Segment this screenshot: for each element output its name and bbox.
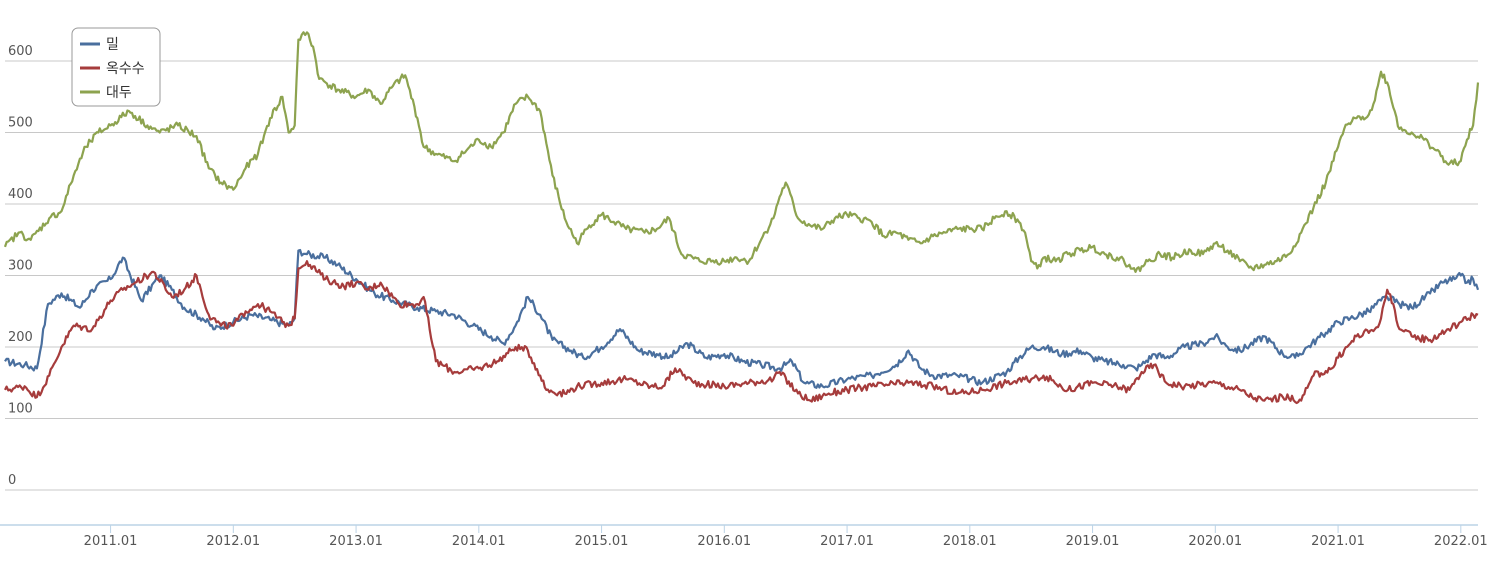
x-tick-label: 2011.01 xyxy=(84,534,138,549)
x-tick-label: 2018.01 xyxy=(943,534,997,549)
y-tick-label: 200 xyxy=(8,330,33,345)
y-tick-label: 100 xyxy=(8,402,33,417)
x-tick-label: 2019.01 xyxy=(1066,534,1120,549)
x-tick-label: 2020.01 xyxy=(1188,534,1242,549)
y-tick-label: 0 xyxy=(8,473,16,488)
x-tick-label: 2021.01 xyxy=(1311,534,1365,549)
series-line-1 xyxy=(4,248,1480,389)
x-tick-label: 2012.01 xyxy=(206,534,260,549)
x-axis-ticks: 2011.01 2012.01 2013.01 2014.01 2015.01 2016.… xyxy=(84,525,1488,549)
y-tick-label: 500 xyxy=(8,116,33,131)
grid-lines xyxy=(5,60,1478,491)
x-tick-label: 2014.01 xyxy=(452,534,506,549)
legend-label: 대두 xyxy=(106,85,132,101)
legend-label: 옥수수 xyxy=(106,61,145,77)
series-line-3 xyxy=(3,31,1480,273)
x-tick-label: 2013.01 xyxy=(329,534,383,549)
x-tick-label: 2017.01 xyxy=(820,534,874,549)
x-tick-label: 2022.01 xyxy=(1434,534,1488,549)
series-lines xyxy=(3,31,1480,405)
y-tick-label: 300 xyxy=(8,259,33,274)
y-tick-label: 600 xyxy=(8,44,33,59)
legend-label: 밀 xyxy=(106,37,119,53)
y-axis-ticks: 0 100 200 300 400 500 600 xyxy=(8,44,33,488)
x-tick-label: 2016.01 xyxy=(697,534,751,549)
legend-box xyxy=(71,27,161,107)
series-line-2 xyxy=(4,260,1479,405)
x-tick-label: 2015.01 xyxy=(575,534,629,549)
y-tick-label: 400 xyxy=(8,187,33,202)
